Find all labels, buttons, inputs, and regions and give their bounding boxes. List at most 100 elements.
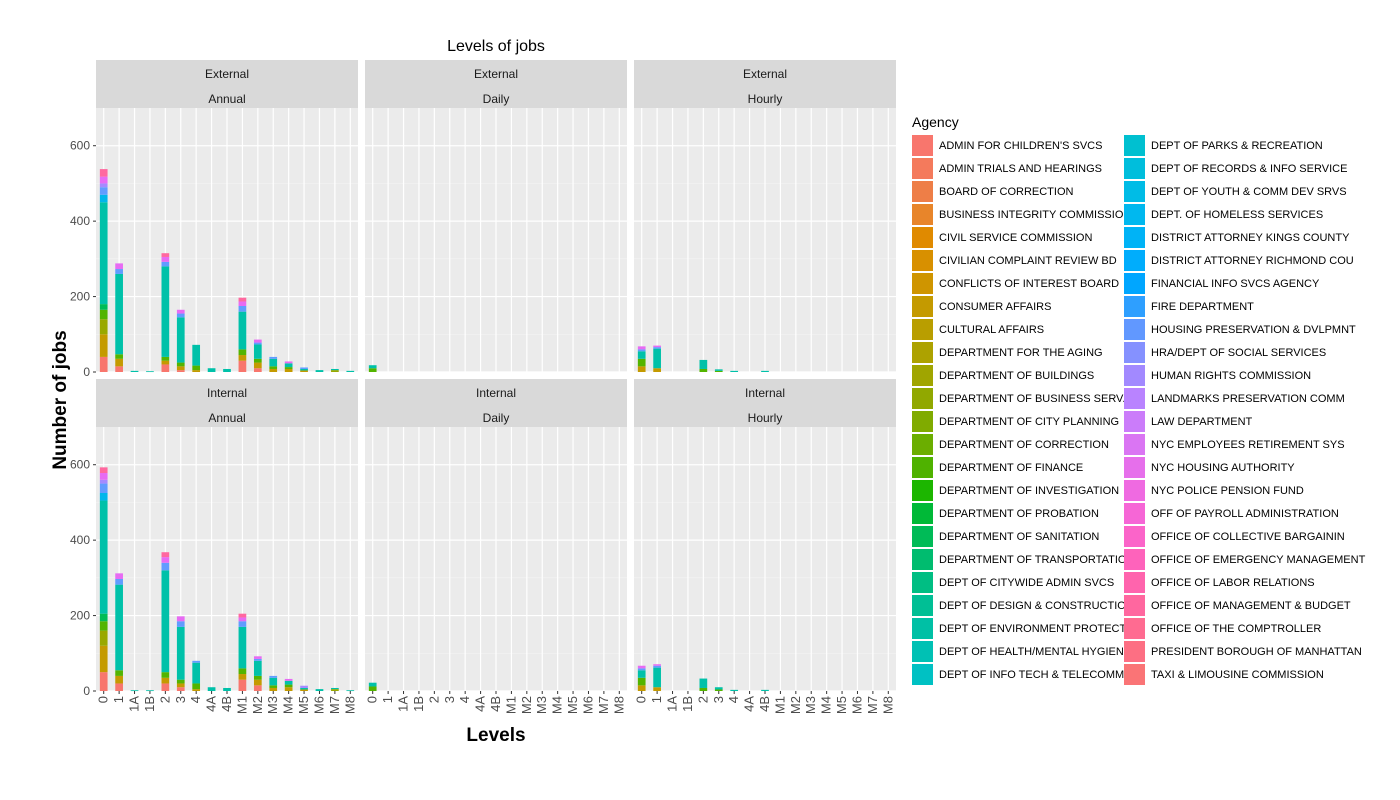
- bar-segment: [161, 683, 170, 691]
- x-tick-label: 4A: [473, 696, 488, 712]
- legend-label: NYC HOUSING AUTHORITY: [1151, 461, 1295, 474]
- bar-segment: [714, 687, 723, 690]
- legend-swatch: [912, 595, 933, 616]
- legend-label: CONSUMER AFFAIRS: [939, 300, 1052, 313]
- legend-swatch: [912, 296, 933, 317]
- legend-swatch: [1124, 319, 1145, 340]
- legend-swatch: [1124, 664, 1145, 685]
- bar-segment: [637, 677, 646, 686]
- x-tick-label: M2: [250, 696, 265, 714]
- legend-label: NYC POLICE PENSION FUND: [1151, 484, 1304, 497]
- legend-label: DEPARTMENT OF BUSINESS SERV.: [939, 392, 1126, 405]
- legend-label: FINANCIAL INFO SVCS AGENCY: [1151, 277, 1320, 290]
- legend-label: DEPT OF DESIGN & CONSTRUCTION: [939, 599, 1134, 612]
- bar-segment: [253, 362, 262, 369]
- bar-segment: [637, 358, 646, 367]
- legend-label: CIVIL SERVICE COMMISSION: [939, 231, 1093, 244]
- legend-item: FINANCIAL INFO SVCS AGENCY: [1124, 272, 1336, 295]
- legend-swatch: [1124, 158, 1145, 179]
- bar-segment: [207, 687, 216, 691]
- bar-segment: [284, 680, 293, 685]
- bar-segment: [115, 584, 123, 671]
- legend-item: DISTRICT ATTORNEY RICHMOND COU: [1124, 249, 1354, 272]
- bar-segment: [637, 670, 646, 678]
- x-tick-label: 1A: [665, 696, 680, 712]
- facet-strip: [634, 379, 896, 427]
- bar-segment: [653, 665, 661, 668]
- bar-segment: [653, 368, 661, 372]
- x-tick-label: M2: [788, 696, 803, 714]
- legend-item: DEPT OF PARKS & RECREATION: [1124, 134, 1336, 157]
- legend-swatch: [1124, 411, 1145, 432]
- legend-swatch: [912, 572, 933, 593]
- x-tick-label: M4: [819, 696, 834, 714]
- x-tick-label: 4B: [757, 696, 772, 712]
- legend-label: OFFICE OF MANAGEMENT & BUDGET: [1151, 599, 1351, 612]
- bar-segment: [300, 368, 308, 371]
- facet-label-frequency: Daily: [483, 411, 510, 425]
- legend-swatch: [1124, 365, 1145, 386]
- bar-segment: [115, 573, 123, 579]
- legend-item: LAW DEPARTMENT: [1124, 410, 1336, 433]
- bar-segment: [176, 616, 185, 622]
- legend-label: DEPT OF INFO TECH & TELECOMM: [939, 668, 1125, 681]
- x-tick-label: M3: [534, 696, 549, 714]
- x-tick-label: M7: [865, 696, 880, 714]
- legend-item: OFFICE OF THE COMPTROLLER: [1124, 617, 1336, 640]
- bar-segment: [115, 366, 123, 372]
- legend-columns: ADMIN FOR CHILDREN'S SVCS ADMIN TRIALS AN…: [912, 134, 1365, 686]
- x-tick-label: M4: [281, 696, 296, 714]
- legend-swatch: [1124, 457, 1145, 478]
- legend-item: NYC POLICE PENSION FUND: [1124, 479, 1336, 502]
- x-tick-label: M2: [519, 696, 534, 714]
- bar-segment: [192, 344, 201, 366]
- legend-item: BOARD OF CORRECTION: [912, 180, 1124, 203]
- bar-segment: [346, 690, 355, 692]
- x-tick-label: M5: [565, 696, 580, 714]
- legend-swatch: [1124, 434, 1145, 455]
- bar-segment: [368, 368, 377, 372]
- legend-swatch: [912, 135, 933, 156]
- bar-segment: [653, 345, 661, 348]
- bar-segment: [99, 183, 108, 188]
- legend-swatch: [1124, 135, 1145, 156]
- bar-segment: [238, 306, 247, 312]
- legend-item: ADMIN FOR CHILDREN'S SVCS: [912, 134, 1124, 157]
- x-tick-label: M1: [772, 696, 787, 714]
- bar-segment: [269, 356, 278, 359]
- legend-label: DEPT OF CITYWIDE ADMIN SVCS: [939, 576, 1115, 589]
- x-tick-label: M6: [849, 696, 864, 714]
- bar-segment: [99, 621, 108, 631]
- legend-item: OFFICE OF LABOR RELATIONS: [1124, 571, 1336, 594]
- bar-segment: [192, 683, 201, 690]
- legend-swatch: [1124, 227, 1145, 248]
- bar-segment: [161, 570, 170, 673]
- bar-segment: [176, 366, 185, 371]
- x-axis-label: Levels: [466, 725, 525, 746]
- x-tick-label: 3: [173, 696, 188, 703]
- bar-segment: [99, 334, 108, 357]
- legend-item: DEPARTMENT OF SANITATION: [912, 525, 1124, 548]
- x-tick-label: 1A: [396, 696, 411, 712]
- legend-item: HOUSING PRESERVATION & DVLPMNT: [1124, 318, 1356, 341]
- legend-swatch: [1124, 503, 1145, 524]
- legend-item: DEPARTMENT OF BUSINESS SERV.: [912, 387, 1126, 410]
- x-tick-label: M5: [834, 696, 849, 714]
- bar-segment: [238, 617, 247, 622]
- legend-swatch: [912, 204, 933, 225]
- bar-segment: [699, 678, 708, 688]
- legend-swatch: [1124, 641, 1145, 662]
- facet-label-source: Internal: [745, 386, 785, 400]
- bar-segment: [284, 363, 293, 368]
- bar-segment: [176, 626, 185, 680]
- bar-segment: [161, 356, 170, 361]
- legend-swatch: [912, 181, 933, 202]
- legend-label: DEPT. OF HOMELESS SERVICES: [1151, 208, 1324, 221]
- bar-segment: [637, 668, 646, 671]
- facet-strip: [96, 60, 358, 108]
- bar-segment: [161, 557, 170, 563]
- x-tick-label: 4A: [204, 696, 219, 712]
- bar-segment: [99, 304, 108, 310]
- bar-segment: [269, 366, 278, 369]
- bar-segment: [653, 347, 661, 349]
